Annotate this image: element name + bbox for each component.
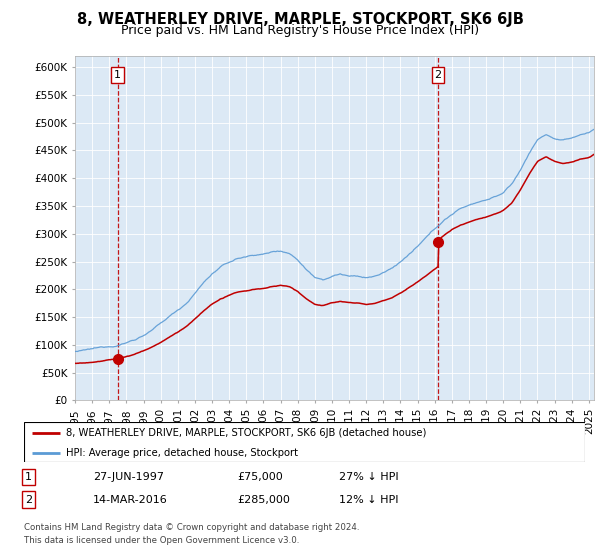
Text: 8, WEATHERLEY DRIVE, MARPLE, STOCKPORT, SK6 6JB (detached house): 8, WEATHERLEY DRIVE, MARPLE, STOCKPORT, … bbox=[66, 428, 427, 438]
Text: 27% ↓ HPI: 27% ↓ HPI bbox=[339, 472, 398, 482]
Text: Contains HM Land Registry data © Crown copyright and database right 2024.
This d: Contains HM Land Registry data © Crown c… bbox=[24, 523, 359, 544]
Text: Price paid vs. HM Land Registry's House Price Index (HPI): Price paid vs. HM Land Registry's House … bbox=[121, 24, 479, 36]
Text: 12% ↓ HPI: 12% ↓ HPI bbox=[339, 494, 398, 505]
Text: 2: 2 bbox=[25, 494, 32, 505]
Text: 27-JUN-1997: 27-JUN-1997 bbox=[93, 472, 164, 482]
Text: 2: 2 bbox=[434, 70, 442, 80]
Text: 1: 1 bbox=[25, 472, 32, 482]
Text: £285,000: £285,000 bbox=[237, 494, 290, 505]
Text: HPI: Average price, detached house, Stockport: HPI: Average price, detached house, Stoc… bbox=[66, 448, 298, 458]
Text: £75,000: £75,000 bbox=[237, 472, 283, 482]
Text: 14-MAR-2016: 14-MAR-2016 bbox=[93, 494, 168, 505]
Text: 1: 1 bbox=[114, 70, 121, 80]
Text: 8, WEATHERLEY DRIVE, MARPLE, STOCKPORT, SK6 6JB: 8, WEATHERLEY DRIVE, MARPLE, STOCKPORT, … bbox=[77, 12, 523, 27]
